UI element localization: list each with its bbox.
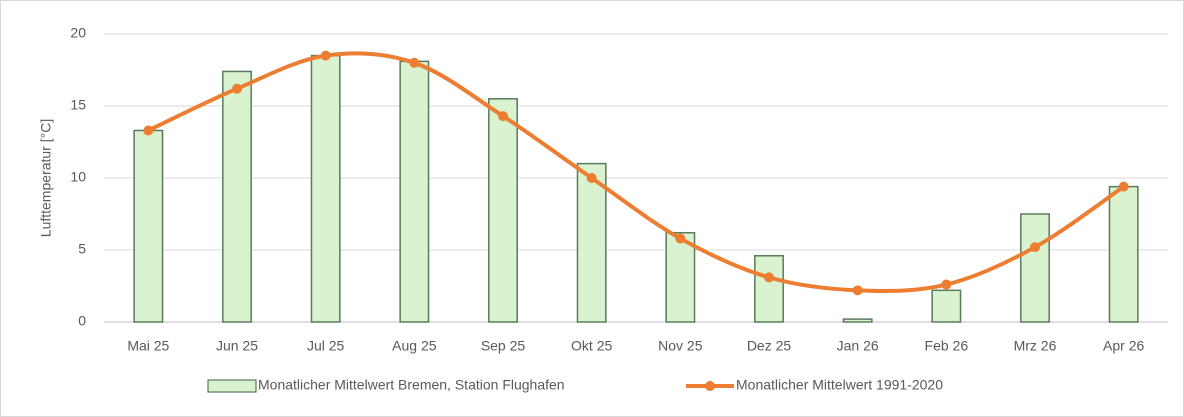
legend-label: Monatlicher Mittelwert 1991-2020 bbox=[736, 377, 943, 393]
y-tick-label: 10 bbox=[70, 169, 86, 185]
legend-swatch bbox=[705, 381, 715, 391]
line-marker bbox=[320, 50, 331, 61]
bar bbox=[133, 129, 164, 323]
line-marker bbox=[852, 285, 863, 296]
x-tick-label: Aug 25 bbox=[392, 338, 437, 354]
line-marker bbox=[941, 279, 952, 290]
bar bbox=[399, 60, 430, 323]
x-tick-label: Jun 25 bbox=[216, 338, 258, 354]
x-tick-label: Nov 25 bbox=[658, 338, 703, 354]
x-tick-label: Sep 25 bbox=[481, 338, 526, 354]
bar bbox=[1108, 185, 1139, 323]
x-tick-label: Mai 25 bbox=[127, 338, 169, 354]
x-tick-label: Mrz 26 bbox=[1014, 338, 1057, 354]
line-marker bbox=[764, 272, 774, 283]
legend-label: Monatlicher Mittelwert Bremen, Station F… bbox=[258, 377, 565, 393]
line-marker bbox=[1030, 242, 1040, 253]
x-tick-label: Dez 25 bbox=[747, 338, 792, 354]
line-marker bbox=[143, 125, 154, 136]
y-tick-label: 20 bbox=[70, 25, 86, 41]
bar bbox=[754, 255, 784, 323]
bar bbox=[931, 289, 962, 323]
legend-swatch bbox=[207, 379, 257, 393]
y-tick-label: 15 bbox=[70, 97, 86, 113]
x-tick-label: Jul 25 bbox=[307, 338, 345, 354]
x-tick-label: Jan 26 bbox=[837, 338, 879, 354]
line-marker bbox=[232, 83, 242, 94]
line-marker bbox=[675, 233, 686, 244]
bar bbox=[842, 318, 873, 323]
bar bbox=[576, 162, 607, 323]
y-tick-label: 5 bbox=[78, 241, 86, 257]
y-tick-label: 0 bbox=[78, 313, 86, 329]
bar bbox=[488, 98, 518, 323]
line-marker bbox=[586, 173, 597, 183]
x-tick-label: Okt 25 bbox=[571, 338, 612, 354]
bar bbox=[310, 54, 341, 323]
x-tick-label: Apr 26 bbox=[1103, 338, 1144, 354]
x-tick-label: Feb 26 bbox=[925, 338, 969, 354]
bar bbox=[665, 231, 696, 323]
y-axis-label: Lufttemperatur [°C] bbox=[38, 119, 54, 237]
line-marker bbox=[498, 111, 508, 122]
line-marker bbox=[1118, 181, 1129, 192]
bar bbox=[222, 70, 252, 323]
line-marker bbox=[409, 57, 420, 68]
bar bbox=[1020, 213, 1050, 323]
